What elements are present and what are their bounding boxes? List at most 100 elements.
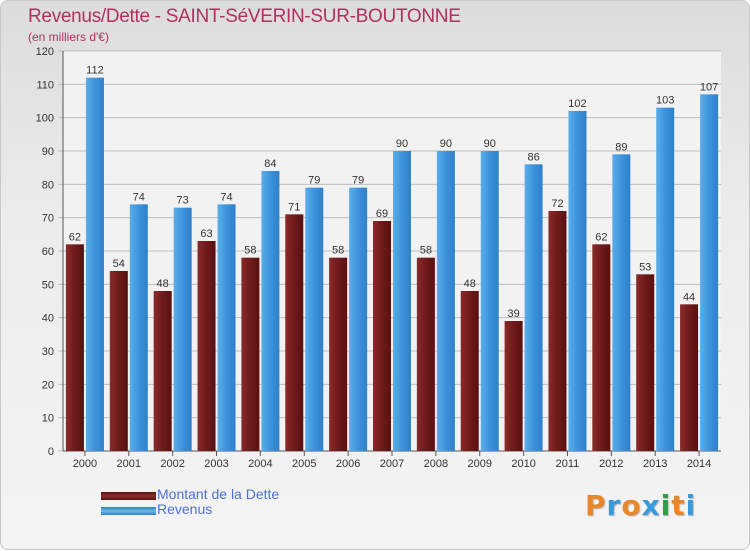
data-label-debt: 71 xyxy=(288,201,300,213)
data-label-revenue: 73 xyxy=(177,195,189,207)
data-label-revenue: 84 xyxy=(264,158,276,170)
bar-debt xyxy=(197,241,216,451)
x-tick-label: 2008 xyxy=(424,458,448,470)
data-label-debt: 62 xyxy=(595,231,607,243)
bar-revenue xyxy=(85,77,104,452)
chart-subtitle: (en milliers d'€) xyxy=(28,30,109,44)
bar-revenue xyxy=(349,187,368,451)
x-tick-label: 2005 xyxy=(292,458,316,470)
bar-debt xyxy=(592,244,611,451)
data-label-revenue: 90 xyxy=(484,138,496,150)
data-label-revenue: 79 xyxy=(308,175,320,187)
legend-label-debt: Montant de la Dette xyxy=(157,486,280,502)
data-label-debt: 63 xyxy=(200,228,212,240)
y-tick-label: 60 xyxy=(42,246,54,258)
bar-revenue xyxy=(173,207,192,451)
y-tick-label: 50 xyxy=(42,279,54,291)
bar-debt xyxy=(416,257,435,451)
bar-revenue xyxy=(129,204,148,451)
bar-debt xyxy=(636,274,655,451)
data-label-revenue: 79 xyxy=(352,175,364,187)
data-label-debt: 62 xyxy=(69,231,81,243)
x-tick-label: 2007 xyxy=(380,458,404,470)
chart-title: Revenus/Dette - SAINT-SéVERIN-SUR-BOUTON… xyxy=(28,6,461,27)
data-label-revenue: 90 xyxy=(396,138,408,150)
y-tick-label: 110 xyxy=(36,79,54,91)
data-label-debt: 39 xyxy=(507,308,519,320)
x-tick-label: 2000 xyxy=(73,458,97,470)
bar-revenue xyxy=(524,164,543,452)
x-tick-label: 2012 xyxy=(599,458,623,470)
bar-debt xyxy=(241,257,260,451)
y-tick-label: 120 xyxy=(36,46,54,58)
x-tick-label: 2003 xyxy=(204,458,228,470)
bar-revenue xyxy=(217,204,236,451)
legend-swatch-revenue xyxy=(101,507,156,515)
data-label-revenue: 89 xyxy=(615,141,627,153)
x-tick-label: 2010 xyxy=(511,458,535,470)
bar-debt xyxy=(65,244,84,451)
x-tick-label: 2002 xyxy=(160,458,184,470)
bar-revenue xyxy=(656,107,675,452)
x-tick-label: 2011 xyxy=(556,458,580,470)
y-tick-label: 0 xyxy=(48,446,54,458)
bar-debt xyxy=(153,291,172,451)
data-label-debt: 58 xyxy=(332,245,344,257)
data-label-debt: 58 xyxy=(420,245,432,257)
data-label-revenue: 112 xyxy=(86,65,104,77)
legend-label-revenue: Revenus xyxy=(157,501,213,517)
logo-letter: P xyxy=(585,489,607,522)
data-label-revenue: 103 xyxy=(656,95,674,107)
logo-letter: r xyxy=(606,489,622,522)
y-tick-label: 80 xyxy=(42,179,54,191)
data-label-debt: 54 xyxy=(113,258,125,270)
data-label-debt: 48 xyxy=(464,278,476,290)
data-label-debt: 48 xyxy=(157,278,169,290)
bar-debt xyxy=(680,304,699,451)
bar-revenue xyxy=(568,111,587,451)
x-tick-label: 2006 xyxy=(336,458,360,470)
x-tick-label: 2013 xyxy=(643,458,667,470)
data-label-debt: 44 xyxy=(683,291,695,303)
x-tick-label: 2014 xyxy=(687,458,711,470)
legend-swatch-debt xyxy=(101,492,156,500)
y-tick-label: 30 xyxy=(42,346,54,358)
data-label-revenue: 90 xyxy=(440,138,452,150)
logo-letter: i xyxy=(660,489,672,522)
data-label-revenue: 107 xyxy=(700,81,718,93)
logo-letter: t xyxy=(671,489,686,522)
bar-revenue xyxy=(261,171,280,451)
data-label-revenue: 86 xyxy=(527,151,539,163)
y-tick-label: 40 xyxy=(42,313,54,325)
logo-letter: x xyxy=(641,489,661,522)
bar-debt xyxy=(109,271,128,451)
y-tick-label: 90 xyxy=(42,146,54,158)
bar-revenue xyxy=(305,187,324,451)
data-label-revenue: 102 xyxy=(568,98,586,110)
bar-debt xyxy=(329,257,348,451)
y-tick-label: 70 xyxy=(42,213,54,225)
data-label-revenue: 74 xyxy=(133,191,145,203)
data-label-debt: 53 xyxy=(639,261,651,273)
data-label-debt: 58 xyxy=(244,245,256,257)
bar-revenue xyxy=(393,151,411,451)
y-tick-label: 10 xyxy=(42,413,54,425)
bar-debt xyxy=(504,321,523,451)
bar-debt xyxy=(460,291,479,451)
bar-revenue xyxy=(612,154,631,452)
bar-revenue xyxy=(480,151,499,451)
x-tick-label: 2004 xyxy=(248,458,272,470)
logo-letter: i xyxy=(685,489,697,522)
bar-debt xyxy=(373,221,391,451)
y-tick-label: 20 xyxy=(42,379,54,391)
logo-letter: o xyxy=(621,489,642,522)
data-label-revenue: 74 xyxy=(220,191,232,203)
bar-revenue xyxy=(700,94,719,451)
bar-revenue xyxy=(436,151,455,451)
bar-debt xyxy=(548,211,567,451)
bar-debt xyxy=(285,214,304,451)
x-tick-label: 2009 xyxy=(467,458,491,470)
data-label-debt: 69 xyxy=(376,208,388,220)
